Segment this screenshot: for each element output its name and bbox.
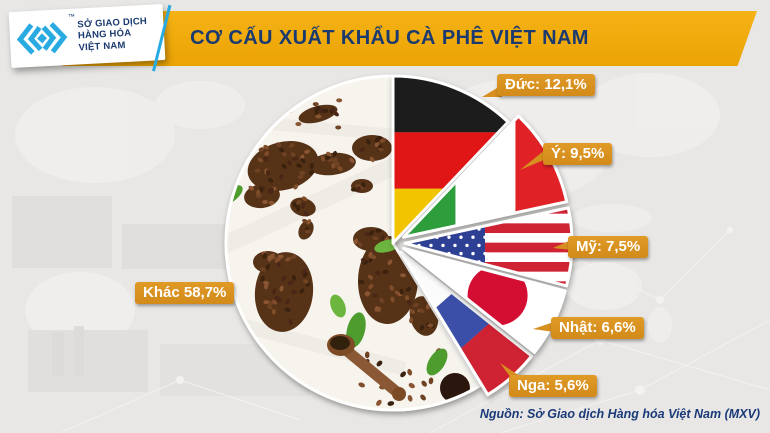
mxv-logo: ™ SỞ GIAO DỊCH HÀNG HÓA VIỆT NAM <box>8 4 172 72</box>
source-note: Nguồn: Sở Giao dịch Hàng hóa Việt Nam (M… <box>479 407 760 421</box>
page-title: CƠ CẤU XUẤT KHẨU CÀ PHÊ VIỆT NAM <box>190 27 589 49</box>
slice-label-japan: Nhật: 6,6% <box>551 317 644 339</box>
slice-label-other: Khác 58,7% <box>135 282 235 304</box>
slice-label-russia: Nga: 5,6% <box>509 375 597 397</box>
slice-label-italy: Ý: 9,5% <box>543 143 613 165</box>
mxv-diamond-chevrons-icon <box>16 22 68 55</box>
title-banner: CƠ CẤU XUẤT KHẨU CÀ PHÊ VIỆT NAM <box>62 11 757 66</box>
callout-pointer-usa <box>553 240 571 250</box>
callout-pointer-italy <box>520 149 546 170</box>
slice-label-germany: Đức: 12,1% <box>497 74 595 96</box>
slice-label-usa: Mỹ: 7,5% <box>568 236 649 258</box>
callout-pointer-japan <box>533 322 554 332</box>
callout-pointer-russia <box>500 363 523 378</box>
